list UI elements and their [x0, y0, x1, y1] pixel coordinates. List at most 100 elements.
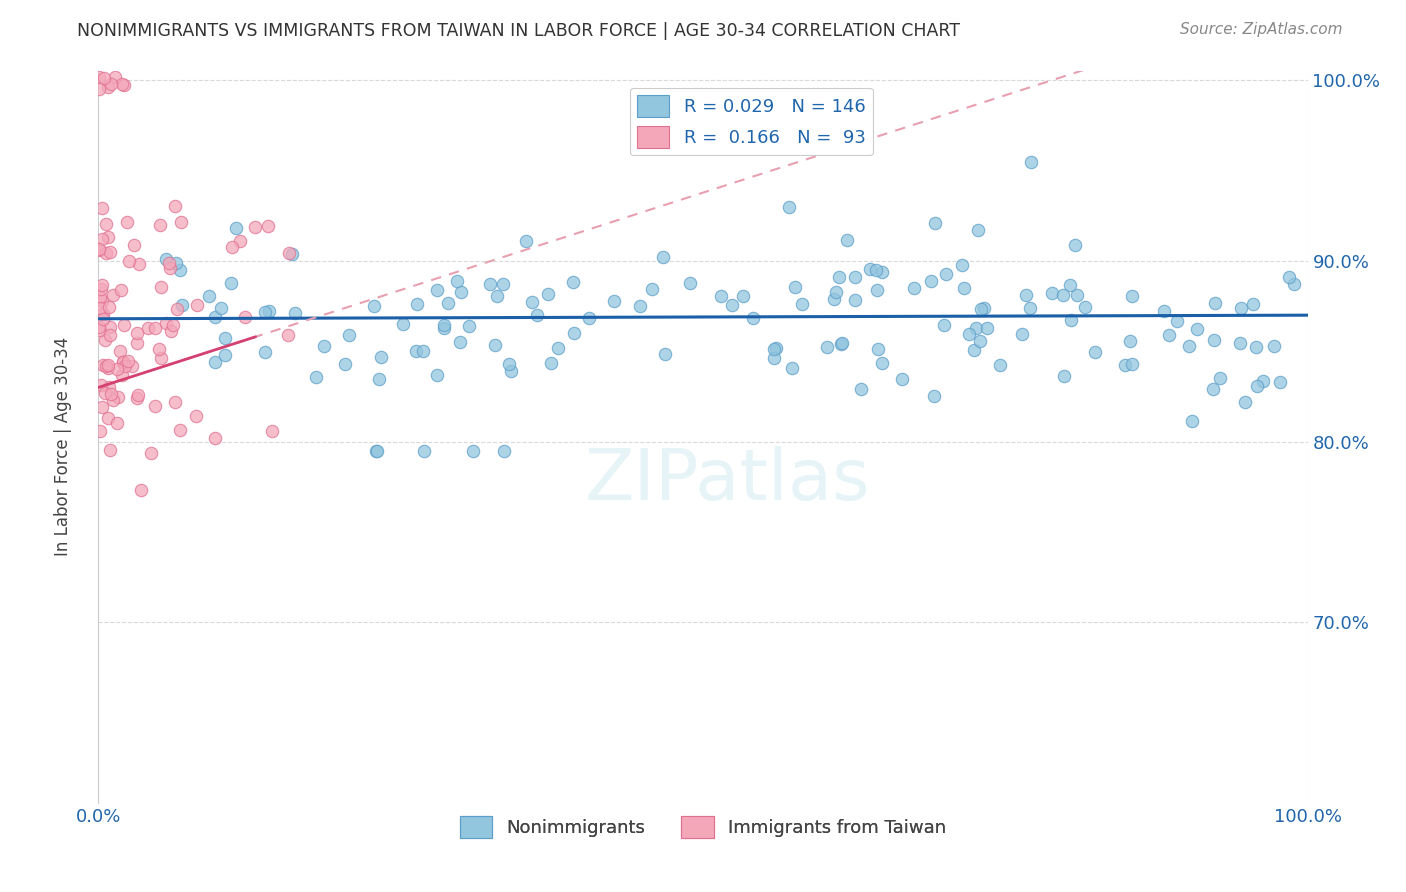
Point [731, 289, 754, 303]
Point [90, 377, 112, 392]
Point [1178, 339, 1201, 353]
Point [111, 368, 134, 382]
Point [865, 263, 887, 277]
Point [778, 200, 800, 214]
Point [204, 354, 226, 368]
Point [562, 326, 585, 340]
Point [209, 301, 232, 315]
Point [903, 281, 925, 295]
Point [1063, 238, 1085, 252]
Point [165, 256, 187, 270]
Point [98, 442, 121, 457]
Point [988, 358, 1011, 372]
Point [89, 301, 111, 315]
Point [924, 216, 946, 230]
Point [94, 386, 117, 401]
Point [337, 328, 360, 343]
Point [970, 301, 993, 316]
Point [221, 240, 243, 254]
Point [214, 331, 236, 345]
Point [108, 344, 131, 359]
Point [143, 320, 166, 334]
Point [229, 234, 252, 248]
Point [966, 223, 988, 237]
Point [125, 326, 148, 341]
Point [253, 305, 276, 319]
Point [94, 246, 117, 260]
Point [281, 246, 304, 260]
Point [149, 351, 172, 366]
Point [762, 342, 785, 356]
Point [654, 347, 676, 361]
Text: Source: ZipAtlas.com: Source: ZipAtlas.com [1180, 22, 1343, 37]
Point [225, 221, 247, 235]
Point [94, 359, 117, 373]
Point [823, 292, 845, 306]
Point [363, 299, 385, 313]
Point [1074, 300, 1097, 314]
Point [540, 355, 562, 369]
Point [93, 306, 115, 320]
Point [97, 358, 120, 372]
Point [628, 299, 651, 313]
Point [159, 256, 181, 270]
Point [87, 243, 110, 257]
Point [1234, 395, 1257, 409]
Point [1181, 414, 1204, 428]
Point [105, 417, 128, 431]
Point [131, 483, 153, 497]
Point [461, 443, 484, 458]
Point [976, 321, 998, 335]
Point [169, 423, 191, 437]
Point [128, 257, 150, 271]
Point [890, 372, 912, 386]
Point [537, 287, 560, 301]
Point [125, 391, 148, 405]
Point [1208, 371, 1230, 385]
Point [484, 338, 506, 352]
Point [277, 246, 299, 260]
Point [172, 298, 194, 312]
Point [111, 354, 134, 368]
Text: In Labor Force | Age 30-34: In Labor Force | Age 30-34 [55, 336, 72, 556]
Point [90, 400, 112, 414]
Point [433, 321, 456, 335]
Point [922, 389, 945, 403]
Point [1166, 314, 1188, 328]
Point [1052, 287, 1074, 301]
Point [830, 336, 852, 351]
Point [98, 328, 121, 343]
Point [562, 275, 585, 289]
Point [492, 443, 515, 458]
Point [1246, 379, 1268, 393]
Point [844, 293, 866, 307]
Point [204, 431, 226, 445]
Point [866, 343, 889, 357]
Point [763, 351, 786, 365]
Point [262, 424, 284, 438]
Point [165, 394, 187, 409]
Point [112, 318, 135, 332]
Point [520, 294, 543, 309]
Point [710, 289, 733, 303]
Point [406, 296, 429, 310]
Point [1066, 287, 1088, 301]
Point [413, 443, 436, 458]
Point [94, 333, 117, 347]
Point [117, 215, 139, 229]
Point [221, 276, 243, 290]
Point [547, 341, 569, 355]
Point [859, 262, 882, 277]
Point [1040, 285, 1063, 300]
Point [97, 229, 120, 244]
Point [127, 388, 149, 402]
Point [112, 78, 135, 93]
Point [366, 443, 388, 458]
Point [90, 294, 112, 309]
Point [98, 319, 121, 334]
Point [1153, 303, 1175, 318]
Point [118, 253, 141, 268]
Point [138, 320, 160, 334]
Point [91, 312, 114, 326]
Point [89, 424, 111, 438]
